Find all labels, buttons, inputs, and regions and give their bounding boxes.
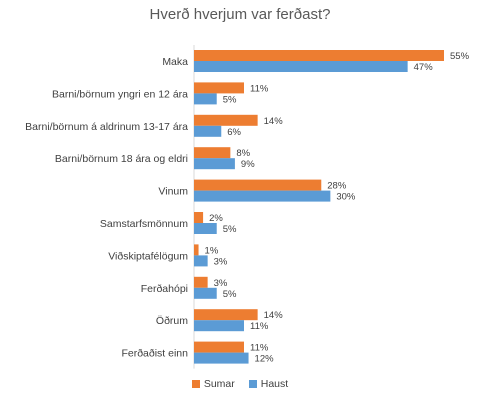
bar-sumar [194,276,208,288]
bar-haust [194,158,235,170]
bar-haust [194,190,331,202]
data-label-haust: 12% [255,354,275,365]
chart-title: Hverð hverjum var ferðast? [149,6,331,23]
legend-swatch [191,380,200,388]
data-label-sumar: 14% [264,116,284,127]
category-label: Ferðaðist einn [121,348,188,360]
legend-swatch [248,380,257,388]
legend: Sumar Haust [0,378,480,390]
data-label-haust: 3% [214,256,228,267]
bar-sumar [194,114,258,126]
data-label-sumar: 11% [250,343,269,354]
legend-item-sumar: Sumar [191,378,235,390]
data-label-sumar: 28% [327,181,347,192]
bar-haust [194,93,217,105]
bar-haust [194,255,208,267]
category-label: Ferðahópi [141,283,188,295]
bar-haust [194,223,217,234]
data-label-sumar: 3% [214,278,228,289]
data-label-haust: 5% [223,289,237,300]
data-label-sumar: 11% [250,83,269,94]
category-label: Maka [162,56,188,68]
category-label: Barni/börnum á aldrinum 13-17 ára [25,121,188,133]
data-label-haust: 9% [241,159,255,170]
category-label: Vinum [158,186,188,198]
data-label-haust: 5% [223,224,237,235]
legend-label: Haust [260,378,289,390]
category-label: Viðskiptafélögum [108,250,188,262]
bar-sumar [194,212,204,223]
data-label-haust: 5% [223,94,237,105]
data-label-haust: 6% [227,127,241,138]
data-label-haust: 30% [336,192,356,203]
category-label: Öðrum [156,315,188,327]
bar-sumar [194,341,244,353]
bar-haust [194,287,217,299]
legend-item-haust: Haust [248,378,289,390]
data-label-sumar: 1% [205,245,219,256]
bar-haust [194,352,249,364]
category-label: Samstarfsmönnum [100,218,188,230]
bar-haust [194,125,222,137]
category-label: Barni/börnum 18 ára og eldri [55,153,188,165]
bar-haust [194,61,408,72]
data-label-haust: 11% [250,321,269,332]
bar-sumar [194,82,244,94]
bar-sumar [194,244,199,256]
legend-label: Sumar [203,378,235,390]
data-label-sumar: 2% [209,213,223,224]
bar-sumar [194,179,322,191]
bar-sumar [194,50,444,61]
bar-sumar [194,147,231,159]
data-label-haust: 47% [414,62,434,73]
bar-haust [194,320,244,332]
data-label-sumar: 8% [236,148,250,159]
data-label-sumar: 55% [450,51,470,62]
category-label: Barni/börnum yngri en 12 ára [52,88,188,100]
data-label-sumar: 14% [264,310,284,321]
bar-sumar [194,309,258,321]
